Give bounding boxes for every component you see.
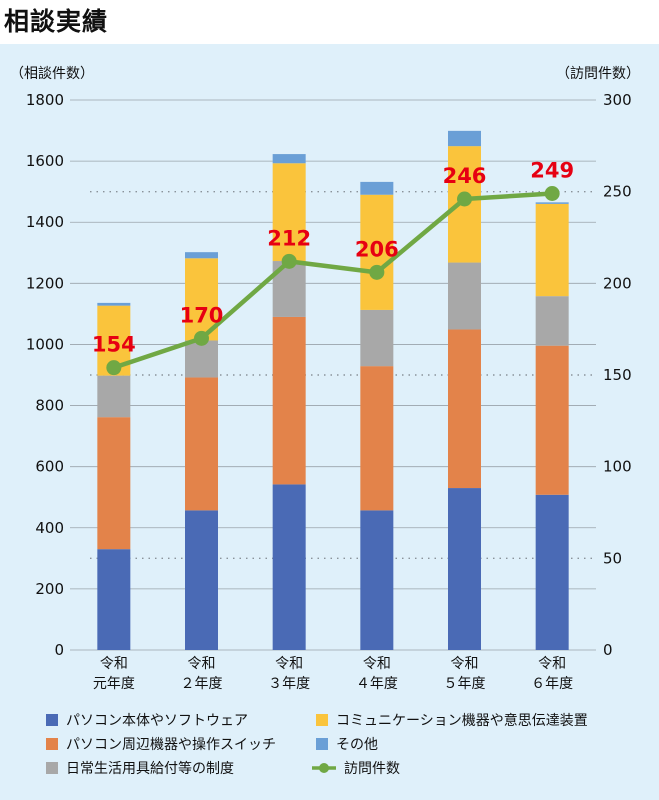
- x-tick-label: 元年度: [93, 676, 135, 692]
- bar-segment: [185, 340, 218, 378]
- y-right-tick-label: 150: [603, 366, 632, 384]
- bar-segment: [360, 510, 394, 650]
- line-point: [369, 264, 385, 280]
- legend-label: その他: [336, 737, 378, 753]
- bar-segment: [360, 309, 394, 367]
- y-left-tick-label: 0: [54, 641, 64, 659]
- line-point: [281, 253, 297, 269]
- x-tick-label: 令和: [100, 656, 128, 672]
- bar-segment: [185, 377, 218, 511]
- y-left-tick-label: 1400: [26, 213, 64, 231]
- bar-segment: [535, 494, 569, 650]
- legend-swatch: [46, 714, 58, 726]
- line-point: [194, 330, 209, 346]
- legend-label: コミュニケーション機器や意思伝達装置: [336, 712, 588, 729]
- x-tick-label: 令和: [275, 656, 303, 672]
- bar-segment: [97, 417, 131, 550]
- line-point: [106, 360, 122, 376]
- bar-segment: [97, 375, 131, 418]
- legend-label: パソコン周辺機器や操作スイッチ: [66, 737, 276, 753]
- data-label: 170: [180, 303, 224, 327]
- bar-segment: [448, 130, 481, 147]
- page-title: 相談実績: [4, 7, 109, 36]
- y-right-tick-label: 300: [603, 91, 632, 109]
- y-right-axis-title: （訪問件数）: [556, 66, 640, 82]
- y-left-axis-title: （相談件数）: [10, 66, 94, 82]
- data-label: 249: [530, 159, 574, 183]
- bar-segment: [185, 252, 218, 259]
- legend-swatch: [46, 762, 58, 774]
- data-label: 154: [92, 333, 136, 357]
- x-tick-label: 令和: [188, 656, 216, 672]
- data-label: 246: [443, 164, 487, 188]
- y-right-tick-label: 250: [603, 183, 632, 201]
- bar-segment: [272, 154, 306, 164]
- y-left-tick-label: 800: [35, 397, 64, 415]
- y-left-tick-label: 1800: [26, 91, 64, 109]
- bar-segment: [535, 345, 569, 495]
- y-right-tick-label: 50: [603, 549, 622, 567]
- y-right-tick-label: 100: [603, 458, 632, 476]
- line-point: [544, 186, 560, 201]
- bar-segment: [360, 181, 394, 195]
- y-left-tick-label: 200: [35, 580, 64, 598]
- x-tick-label: 令和: [451, 656, 479, 672]
- y-left-tick-label: 400: [35, 519, 64, 537]
- line-point: [457, 191, 472, 207]
- y-right-tick-label: 200: [603, 274, 632, 292]
- bar-segment: [185, 510, 218, 650]
- y-left-tick-label: 600: [35, 458, 64, 476]
- x-tick-label: 令和: [363, 656, 391, 672]
- data-label: 212: [267, 226, 311, 250]
- bar-segment: [535, 202, 569, 204]
- bar-segment: [535, 296, 569, 346]
- x-tick-label: ５年度: [444, 676, 486, 692]
- chart-panel: 0 200 400 600 800 1000 1200 1400 1600 1800 0 50 100 1…: [0, 44, 659, 800]
- bar-segment: [448, 329, 481, 489]
- bar-segment: [272, 316, 306, 485]
- y-left-tick-label: 1600: [26, 152, 64, 170]
- data-label: 206: [355, 237, 399, 261]
- legend-label: 訪問件数: [344, 761, 400, 777]
- x-tick-label: 令和: [538, 656, 566, 672]
- y-right-tick-label: 0: [603, 641, 613, 659]
- x-tick-label: ４年度: [356, 676, 398, 692]
- chart-svg: 0 200 400 600 800 1000 1200 1400 1600 1800 0 50 100 1…: [10, 66, 640, 777]
- x-tick-label: ６年度: [531, 676, 573, 692]
- bar-segment: [448, 488, 481, 650]
- legend-label: パソコン本体やソフトウェア: [66, 713, 248, 729]
- bar-segment: [97, 302, 131, 306]
- bar-segment: [535, 203, 569, 297]
- legend-label: 日常生活用具給付等の制度: [66, 760, 234, 777]
- legend-marker: [319, 763, 329, 773]
- bar-segment: [272, 484, 306, 650]
- bar-segment: [360, 194, 394, 310]
- y-left-tick-label: 1200: [26, 274, 64, 292]
- y-left-tick-label: 1000: [26, 335, 64, 353]
- legend-swatch: [316, 738, 328, 750]
- bar-segment: [448, 262, 481, 330]
- line-series: [113, 191, 553, 370]
- bar-segment: [360, 366, 394, 511]
- legend-swatch: [316, 714, 328, 726]
- bar-segment: [272, 163, 306, 262]
- x-tick-label: ２年度: [181, 676, 223, 692]
- legend-swatch: [46, 738, 58, 750]
- bar-segment: [97, 549, 131, 650]
- x-tick-label: ３年度: [268, 676, 310, 692]
